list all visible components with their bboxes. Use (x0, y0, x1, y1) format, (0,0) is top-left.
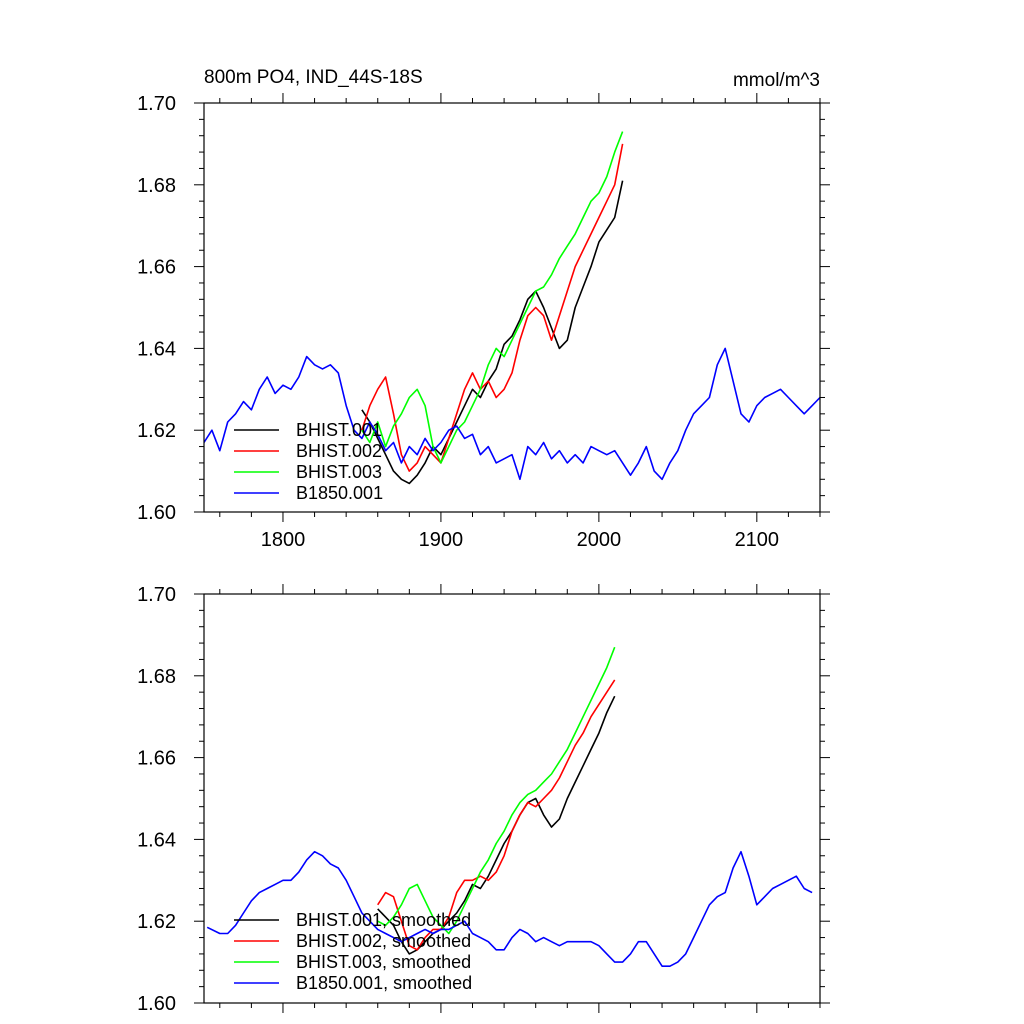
series-line-bhist-003-smoothed (377, 646, 616, 935)
series-line-bhist-001 (361, 180, 624, 485)
y-tick-label: 1.64 (137, 338, 176, 360)
legend-label: BHIST.002 (296, 441, 382, 461)
y-tick-label: 1.60 (137, 993, 176, 1015)
series-line-b1850-001 (204, 347, 820, 481)
plot-frame (203, 593, 821, 1004)
legend-label: BHIST.001 (296, 420, 382, 440)
y-tick-label: 1.66 (137, 257, 176, 279)
legend-label: BHIST.002, smoothed (296, 931, 471, 951)
y-tick-label: 1.60 (137, 502, 176, 524)
legend-label: BHIST.003 (296, 462, 382, 482)
plot-frame (203, 102, 821, 513)
y-tick-label: 1.62 (137, 911, 176, 933)
y-tick-label: 1.68 (137, 175, 176, 197)
y-tick-label: 1.64 (137, 829, 176, 851)
series-group (204, 131, 820, 485)
y-tick-label: 1.70 (137, 584, 176, 606)
series-line-bhist-003 (361, 131, 624, 464)
y-tick-label: 1.62 (137, 420, 176, 442)
y-tick-label: 1.66 (137, 748, 176, 770)
y-tick-label: 1.68 (137, 666, 176, 688)
y-tick-label: 1.70 (137, 93, 176, 115)
chart-units: mmol/m^3 (733, 70, 820, 91)
x-tick-label: 1800 (261, 529, 306, 551)
legend-label: B1850.001 (296, 483, 383, 503)
bottom-panel: 1.60 1.62 1.64 1.66 1.68 1.70 BHIST.001, smoot… (137, 584, 830, 1015)
series-group (206, 646, 813, 968)
legend-label: BHIST.001, smoothed (296, 910, 471, 930)
legend-label: B1850.001, smoothed (296, 973, 472, 993)
series-line-bhist-002-smoothed (377, 679, 616, 951)
legend-label: BHIST.003, smoothed (296, 952, 471, 972)
top-panel: 1800 1900 2000 2100 1.60 1.62 1.64 1.66 1.68 1.70… (137, 93, 830, 551)
x-tick-label: 2100 (735, 529, 780, 551)
chart-title: 800m PO4, IND_44S-18S (204, 67, 423, 88)
x-tick-label: 1900 (419, 529, 464, 551)
series-line-b1850-001-smoothed (206, 850, 813, 968)
series-line-bhist-002 (361, 143, 624, 472)
x-tick-label: 2000 (577, 529, 622, 551)
